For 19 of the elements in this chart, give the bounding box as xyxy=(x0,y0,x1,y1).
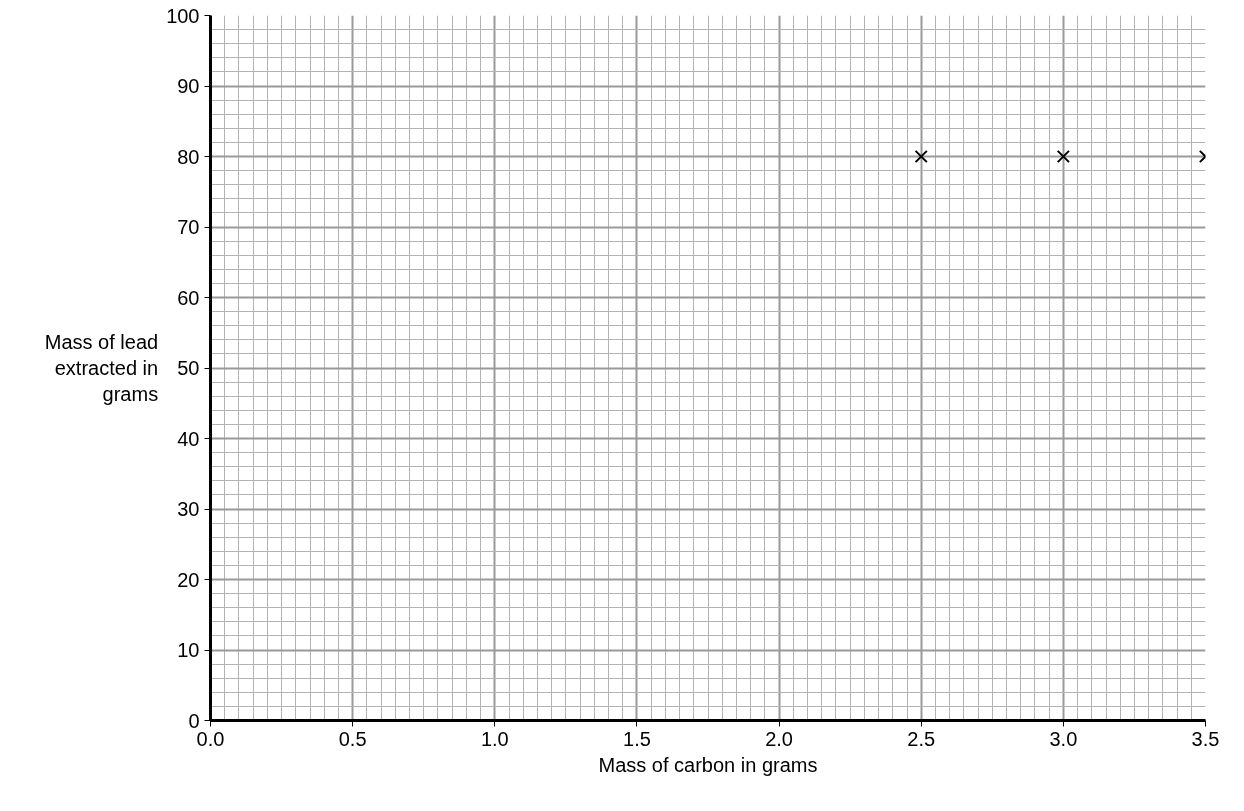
y-tick-label: 80 xyxy=(177,145,200,168)
x-tick-label: 1.0 xyxy=(480,727,509,750)
y-tick-label: 10 xyxy=(177,639,200,661)
x-tick-label: 3.5 xyxy=(1191,727,1220,750)
y-tick-label: 20 xyxy=(177,568,200,591)
y-tick-label: 60 xyxy=(177,286,200,309)
y-tick-label: 50 xyxy=(177,357,200,379)
x-tick-label: 1.5 xyxy=(623,727,651,750)
x-tick-label: 3.0 xyxy=(1049,727,1078,750)
y-tick-label: 30 xyxy=(177,498,200,520)
y-tick-label: 70 xyxy=(177,216,200,238)
y-tick-label: 100 xyxy=(166,4,200,27)
y-tick-label: 90 xyxy=(177,75,200,97)
x-axis-title: Mass of carbon in grams xyxy=(598,753,818,776)
x-tick-label: 0.5 xyxy=(338,727,367,750)
x-tick-label: 2.5 xyxy=(907,727,936,750)
y-tick-label: 40 xyxy=(177,427,200,450)
y-axis-title: Mass of lead extracted in grams xyxy=(44,330,159,406)
x-tick-label: 2.0 xyxy=(765,727,793,750)
